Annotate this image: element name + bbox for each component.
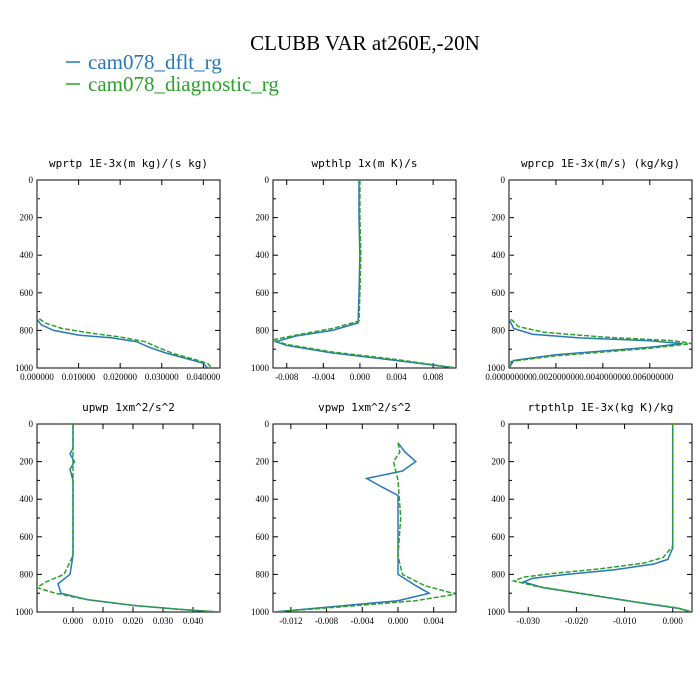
y-tick-label: 1000 [251,363,270,373]
y-tick-label: 1000 [487,607,506,617]
x-tick-label: 0.000 [388,616,409,626]
y-tick-label: 200 [20,457,34,467]
series-line-diagnostic [509,180,692,368]
y-tick-label: 1000 [15,607,34,617]
plot-frame [272,423,457,613]
panel-3: upwp 1xm^2/s^2 0 200 400 600 800 1000 0.000 0.01… [15,401,221,626]
y-tick-label: 600 [20,532,34,542]
x-tick-label: -0.010 [613,616,637,626]
y-tick-label: 1000 [487,363,506,373]
x-tick-label: 0.010 [93,616,114,626]
x-tick-label: 0.006000000 [626,372,674,382]
plot-frame [272,179,457,369]
series-line-dflt [273,442,432,612]
series-line-dflt [273,180,456,368]
x-tick-label: 0.000 [63,616,84,626]
series-line-dflt [509,180,683,368]
panel-title: vpwp 1xm^2/s^2 [318,401,411,414]
y-tick-label: 400 [20,494,34,504]
y-tick-label: 800 [492,569,506,579]
x-tick-label: 0.010000 [62,372,96,382]
x-tick-label: 0.004 [424,616,445,626]
y-tick-label: 600 [20,288,34,298]
legend-label-dflt: cam078_dflt_rg [88,50,222,74]
x-tick-label: -0.012 [279,616,302,626]
series-line-diagnostic [37,424,220,612]
series-line-diagnostic [273,442,456,612]
y-tick-label: 400 [492,250,506,260]
y-tick-label: 200 [492,457,506,467]
x-tick-label: -0.008 [315,616,339,626]
x-tick-label: 0.020 [123,616,144,626]
y-tick-label: 1000 [251,607,270,617]
y-tick-label: 800 [20,569,34,579]
x-tick-label: -0.004 [351,616,375,626]
panel-2: wprcp 1E-3x(m/s) (kg/kg) 0 200 400 600 800 100… [485,157,693,382]
series-line-dflt [57,424,218,612]
series-line-dflt [37,180,209,368]
y-tick-label: 1000 [15,363,34,373]
y-tick-label: 0 [501,419,506,429]
x-tick-label: 0.004 [386,372,407,382]
y-tick-label: 200 [492,213,506,223]
panel-title: upwp 1xm^2/s^2 [82,401,175,414]
y-tick-label: 800 [492,325,506,335]
y-tick-label: 800 [256,569,270,579]
x-tick-label: 0.030000 [145,372,179,382]
y-tick-label: 400 [20,250,34,260]
plot-frame [36,423,221,613]
y-tick-label: 600 [256,288,270,298]
panels: wprtp 1E-3x(m kg)/(s kg) 0 200 400 600 800 100… [15,157,693,626]
panel-1: wpthlp 1x(m K)/s 0 200 400 600 800 1000 -0.008 -… [251,157,457,382]
y-tick-label: 600 [256,532,270,542]
x-tick-label: 0.040000 [186,372,220,382]
x-tick-label: -0.030 [517,616,541,626]
series-line-diagnostic [37,180,213,368]
y-tick-label: 0 [265,419,270,429]
panel-0: wprtp 1E-3x(m kg)/(s kg) 0 200 400 600 800 100… [15,157,221,382]
panel-title: wpthlp 1x(m K)/s [312,157,418,170]
x-tick-label: 0.030 [153,616,174,626]
x-tick-label: 0.000000000 [485,372,533,382]
legend-label-diagnostic: cam078_diagnostic_rg [88,72,279,96]
legend: cam078_dflt_rg cam078_diagnostic_rg [66,50,279,96]
x-tick-label: -0.004 [312,372,336,382]
panel-title: rtpthlp 1E-3x(kg K)/kg [528,401,674,414]
y-tick-label: 0 [29,419,34,429]
figure-title: CLUBB VAR at260E,-20N [250,31,480,55]
y-tick-label: 200 [20,213,34,223]
x-tick-label: -0.020 [565,616,589,626]
x-tick-label: 0.020000 [103,372,137,382]
panel-title: wprcp 1E-3x(m/s) (kg/kg) [521,157,680,170]
y-tick-label: 400 [256,494,270,504]
x-tick-label: 0.008 [423,372,444,382]
y-tick-label: 800 [256,325,270,335]
y-tick-label: 600 [492,288,506,298]
x-tick-label: 0.002000000 [532,372,580,382]
y-tick-label: 600 [492,532,506,542]
y-tick-label: 0 [265,175,270,185]
series-line-diagnostic [273,180,456,368]
plot-frame [508,423,693,613]
series-line-diagnostic [511,424,692,612]
x-tick-label: 0.000000 [20,372,54,382]
y-tick-label: 400 [256,250,270,260]
x-tick-label: 0.040 [183,616,204,626]
x-tick-label: 0.000 [663,616,684,626]
series-line-dflt [521,424,692,612]
y-tick-label: 400 [492,494,506,504]
x-tick-label: -0.008 [275,372,299,382]
x-tick-label: 0.000 [350,372,371,382]
y-tick-label: 0 [29,175,34,185]
panel-4: vpwp 1xm^2/s^2 0 200 400 600 800 1000 -0.012 -0.… [251,401,457,626]
y-tick-label: 200 [256,457,270,467]
panel-title: wprtp 1E-3x(m kg)/(s kg) [49,157,208,170]
x-tick-label: 0.004000000 [579,372,627,382]
y-tick-label: 800 [20,325,34,335]
y-tick-label: 200 [256,213,270,223]
y-tick-label: 0 [501,175,506,185]
panel-5: rtpthlp 1E-3x(kg K)/kg 0 200 400 600 800 1000 -… [487,401,693,626]
